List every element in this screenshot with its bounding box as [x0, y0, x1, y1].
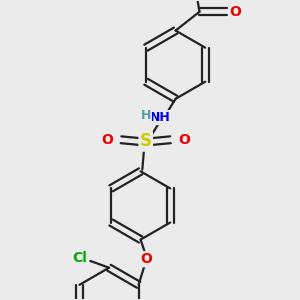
Text: O: O: [141, 252, 152, 266]
Text: H: H: [140, 110, 151, 122]
Text: O: O: [101, 133, 113, 147]
Text: O: O: [230, 5, 241, 19]
Text: NH: NH: [150, 111, 171, 124]
Text: O: O: [178, 133, 190, 147]
Text: S: S: [140, 133, 152, 151]
Text: Cl: Cl: [73, 250, 88, 265]
